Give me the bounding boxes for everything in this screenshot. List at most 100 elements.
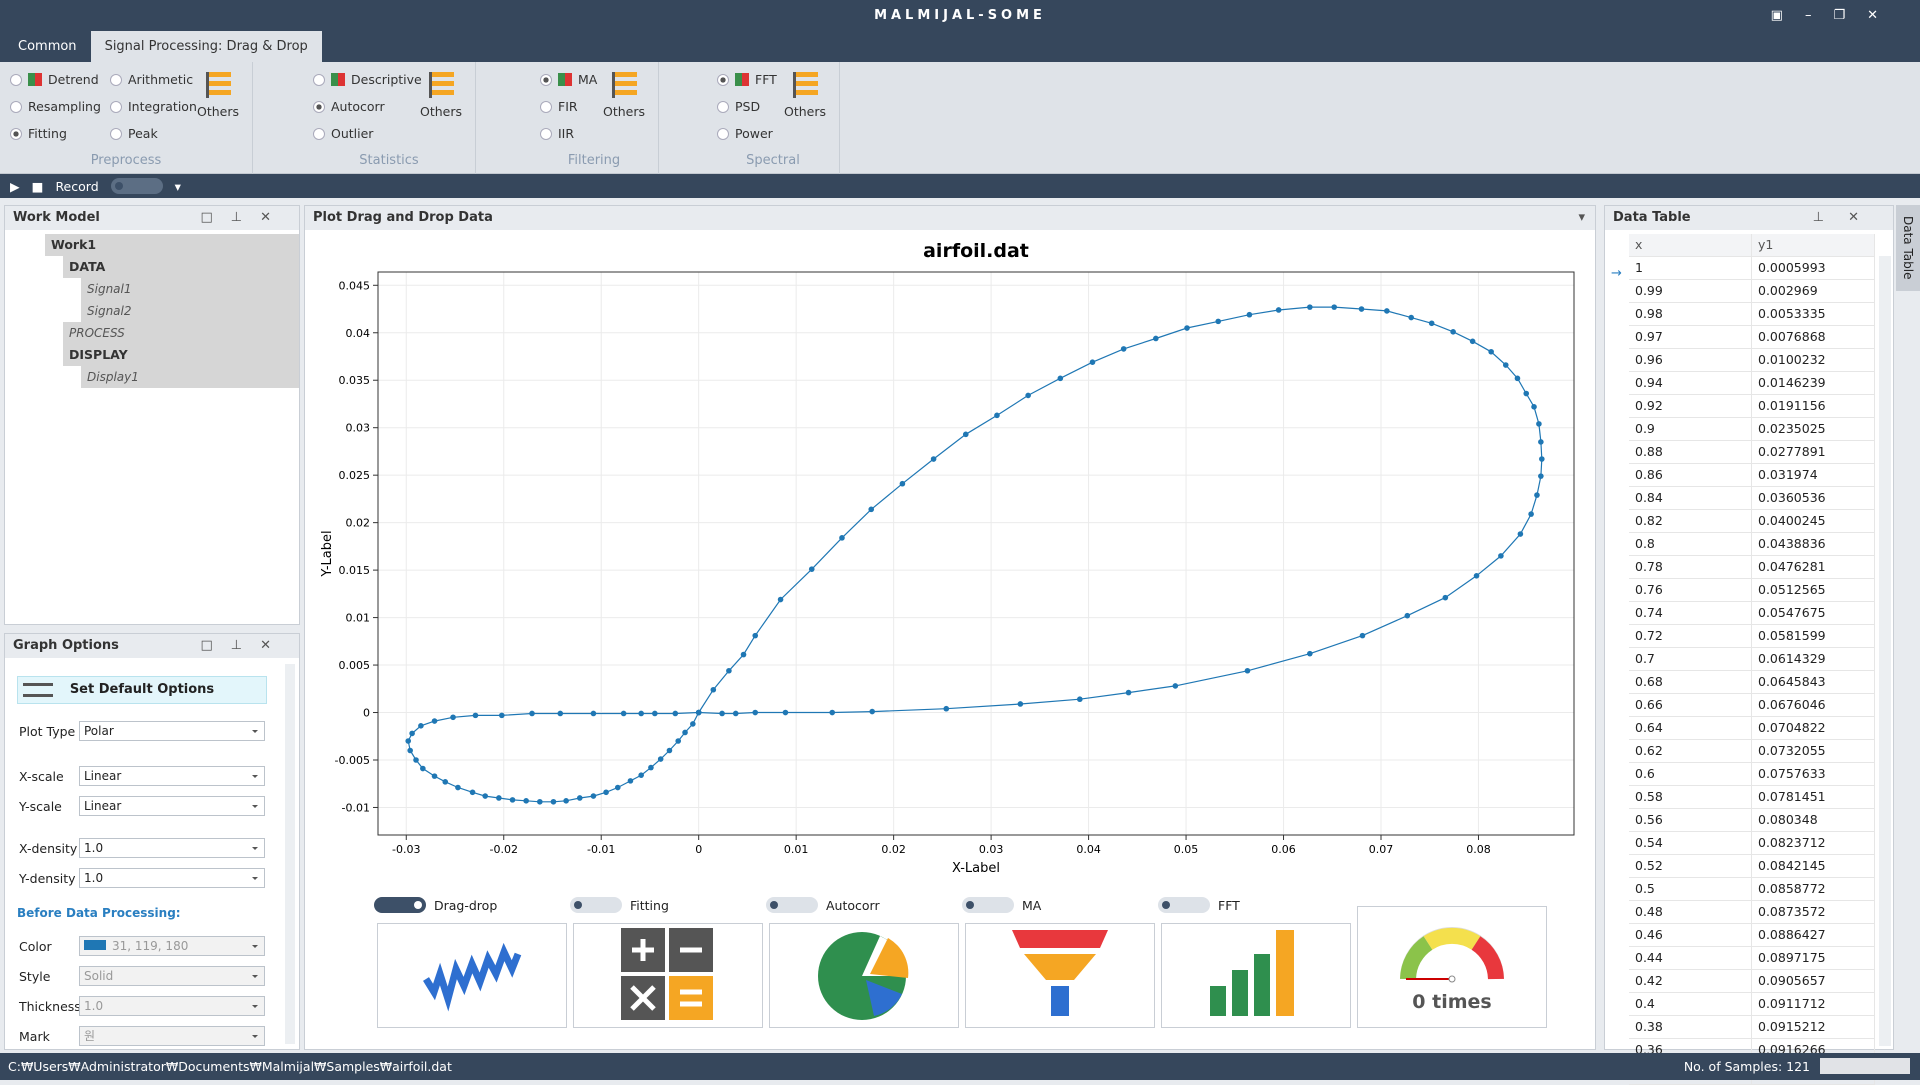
table-row[interactable]: 0.54 0.0823712	[1629, 832, 1875, 855]
tree-node[interactable]: Display1	[81, 366, 299, 388]
dropdown[interactable]: 1.0	[79, 868, 265, 888]
table-row[interactable]: 0.48 0.0873572	[1629, 901, 1875, 924]
dropdown[interactable]: Linear	[79, 766, 265, 786]
toggle[interactable]: MA	[962, 897, 1041, 913]
radio-option[interactable]: Detrend	[10, 72, 99, 87]
card[interactable]	[1161, 923, 1351, 1028]
others-button[interactable]: Others	[413, 72, 469, 119]
toggle[interactable]: Autocorr	[766, 897, 880, 913]
table-row[interactable]: 0.9 0.0235025	[1629, 418, 1875, 441]
table-row[interactable]: 0.74 0.0547675	[1629, 602, 1875, 625]
table-row[interactable]: 0.44 0.0897175	[1629, 947, 1875, 970]
table-row[interactable]: 0.42 0.0905657	[1629, 970, 1875, 993]
table-row[interactable]: 0.84 0.0360536	[1629, 487, 1875, 510]
table-row[interactable]: 0.5 0.0858772	[1629, 878, 1875, 901]
default-button[interactable]: Set Default Options	[17, 676, 267, 704]
side-tab[interactable]: Data Table	[1896, 205, 1920, 291]
radio-option[interactable]: Peak	[110, 126, 158, 141]
dropdown[interactable]: Polar	[79, 721, 265, 741]
others-button[interactable]: Others	[777, 72, 833, 119]
table-row[interactable]: 0.94 0.0146239	[1629, 372, 1875, 395]
table-cell: 0.0076868	[1752, 326, 1875, 348]
table-row[interactable]: 0.97 0.0076868	[1629, 326, 1875, 349]
table-row[interactable]: 0.7 0.0614329	[1629, 648, 1875, 671]
table-row[interactable]: 0.38 0.0915212	[1629, 1016, 1875, 1039]
table-row[interactable]: 0.6 0.0757633	[1629, 763, 1875, 786]
radio-option[interactable]: Arithmetic	[110, 72, 193, 87]
tree-node[interactable]: PROCESS	[63, 322, 299, 344]
column-header[interactable]: x	[1629, 234, 1752, 256]
ribbon-group: MA FIR IIR Others Filtering	[530, 62, 659, 174]
dropdown[interactable]: 1.0	[79, 838, 265, 858]
dropdown[interactable]: 31, 119, 180	[79, 936, 265, 956]
panel-menu[interactable]: ▾	[1578, 210, 1585, 225]
tab[interactable]: Common	[18, 39, 77, 54]
dropdown[interactable]: Linear	[79, 796, 265, 816]
toggle[interactable]: FFT	[1158, 897, 1240, 913]
table-row[interactable]: 0.76 0.0512565	[1629, 579, 1875, 602]
table-row[interactable]: 0.72 0.0581599	[1629, 625, 1875, 648]
card[interactable]	[377, 923, 567, 1028]
table-row[interactable]: 0.82 0.0400245	[1629, 510, 1875, 533]
table-row[interactable]: 0.96 0.0100232	[1629, 349, 1875, 372]
tree-node[interactable]: Signal2	[81, 300, 299, 322]
radio-option[interactable]: Resampling	[10, 99, 101, 114]
play-button[interactable]: ▶	[10, 178, 20, 194]
radio-option[interactable]: FIR	[540, 99, 578, 114]
stop-button[interactable]: ■	[31, 178, 44, 194]
dropdown[interactable]: 원	[79, 1026, 265, 1046]
others-button[interactable]: Others	[596, 72, 652, 119]
tree-node[interactable]: Work1	[45, 234, 299, 256]
scrollbar[interactable]	[285, 664, 295, 1044]
radio-option[interactable]: FFT	[717, 72, 777, 87]
toolbar-menu[interactable]: ▾	[174, 178, 181, 194]
panel-buttons[interactable]: □⊥✕	[200, 638, 289, 653]
toggle[interactable]: Fitting	[570, 897, 669, 913]
table-row[interactable]: 0.8 0.0438836	[1629, 533, 1875, 556]
radio-option[interactable]: Autocorr	[313, 99, 385, 114]
table-row[interactable]: 0.88 0.0277891	[1629, 441, 1875, 464]
table-row[interactable]: 0.52 0.0842145	[1629, 855, 1875, 878]
card[interactable]	[769, 923, 959, 1028]
card[interactable]	[573, 923, 763, 1028]
data-point	[420, 765, 426, 772]
record-toggle[interactable]	[110, 178, 163, 194]
table-row[interactable]: 0.99 0.002969	[1629, 280, 1875, 303]
dropdown[interactable]: 1.0	[79, 996, 265, 1016]
radio-option[interactable]: MA	[540, 72, 597, 87]
toggle[interactable]: Drag-drop	[374, 897, 497, 913]
radio-option[interactable]: Integration	[110, 99, 197, 114]
panel-buttons[interactable]: □⊥✕	[200, 210, 289, 225]
table-row[interactable]: 0.62 0.0732055	[1629, 740, 1875, 763]
table-row[interactable]: 0.66 0.0676046	[1629, 694, 1875, 717]
field-label: X-scale	[19, 768, 64, 784]
radio-option[interactable]: IIR	[540, 126, 574, 141]
table-row[interactable]: 0.92 0.0191156	[1629, 395, 1875, 418]
radio-option[interactable]: Outlier	[313, 126, 373, 141]
panel-buttons[interactable]: ⊥✕	[1812, 210, 1883, 225]
table-row[interactable]: 0.46 0.0886427	[1629, 924, 1875, 947]
radio-option[interactable]: Descriptive	[313, 72, 422, 87]
tree-node[interactable]: DATA	[63, 256, 299, 278]
tree-node[interactable]: DISPLAY	[63, 344, 299, 366]
tree-node[interactable]: Signal1	[81, 278, 299, 300]
table-row[interactable]: 0.56 0.080348	[1629, 809, 1875, 832]
table-row[interactable]: 0.78 0.0476281	[1629, 556, 1875, 579]
window-controls[interactable]: ▣–❐✕	[1770, 8, 1900, 23]
scrollbar[interactable]	[1879, 256, 1891, 1046]
radio-option[interactable]: Fitting	[10, 126, 67, 141]
table-row[interactable]: 0.4 0.0911712	[1629, 993, 1875, 1016]
table-row[interactable]: 0.64 0.0704822	[1629, 717, 1875, 740]
column-header[interactable]: y1	[1752, 234, 1875, 256]
tab[interactable]: Signal Processing: Drag & Drop	[90, 31, 322, 62]
table-row[interactable]: 1 0.0005993	[1629, 257, 1875, 280]
radio-option[interactable]: PSD	[717, 99, 760, 114]
table-row[interactable]: 0.86 0.031974	[1629, 464, 1875, 487]
others-button[interactable]: Others	[190, 72, 246, 119]
dropdown[interactable]: Solid	[79, 966, 265, 986]
table-row[interactable]: 0.98 0.0053335	[1629, 303, 1875, 326]
radio-option[interactable]: Power	[717, 126, 773, 141]
table-row[interactable]: 0.58 0.0781451	[1629, 786, 1875, 809]
table-row[interactable]: 0.68 0.0645843	[1629, 671, 1875, 694]
card[interactable]	[965, 923, 1155, 1028]
